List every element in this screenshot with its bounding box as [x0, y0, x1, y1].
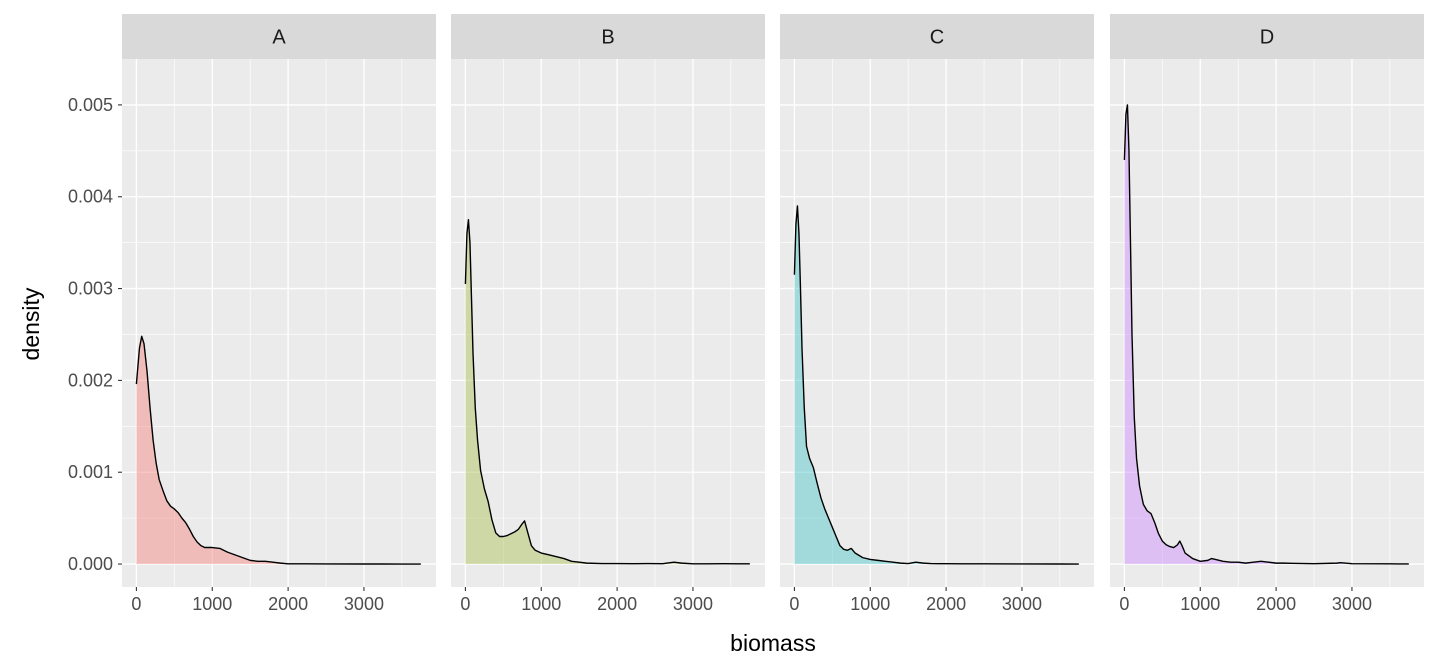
- facet-strip: [122, 14, 436, 59]
- facet-panel-d: D 0 1000 2000 3000: [1110, 14, 1424, 614]
- x-tick-label: 3000: [1002, 594, 1042, 614]
- density-line-a: [135, 335, 421, 565]
- y-axis: 0.000 0.001 0.002 0.003 0.004 0.005: [68, 95, 122, 574]
- facet-strip: [1110, 14, 1424, 59]
- y-tick-label: 0.000: [68, 554, 113, 574]
- x-tick-label: 1000: [521, 594, 561, 614]
- density-area-a: [136, 336, 421, 565]
- facet-strip-label: B: [601, 27, 614, 49]
- panel-background: [1110, 59, 1424, 587]
- x-tick-label: 3000: [344, 594, 384, 614]
- density-line-b: [464, 219, 750, 565]
- x-tick-label: 1000: [1180, 594, 1220, 614]
- density-area-c: [794, 205, 1079, 565]
- x-tick-label: 1000: [850, 594, 890, 614]
- x-tick-label: 0: [131, 594, 141, 614]
- x-tick-label: 3000: [673, 594, 713, 614]
- x-tick-label: 0: [789, 594, 799, 614]
- facet-strip-label: A: [272, 27, 286, 49]
- x-tick-label: 0: [460, 594, 470, 614]
- y-tick-label: 0.003: [68, 279, 113, 299]
- facet-strip-label: D: [1260, 27, 1274, 49]
- facet-panel-b: B 0 1000 2000 3000: [451, 14, 765, 614]
- density-line-c: [793, 205, 1079, 565]
- x-tick-label: 2000: [926, 594, 966, 614]
- x-tick-label: 3000: [1332, 594, 1372, 614]
- facet-strip: [451, 14, 765, 59]
- x-tick-label: 2000: [597, 594, 637, 614]
- y-tick-label: 0.002: [68, 370, 113, 390]
- x-tick-label: 2000: [1256, 594, 1296, 614]
- facet-strip: [780, 14, 1094, 59]
- facet-panel-a: A 0 1000 2000 3000: [122, 14, 436, 614]
- y-tick-label: 0.005: [68, 95, 113, 115]
- y-tick-label: 0.004: [68, 187, 113, 207]
- panel-background: [451, 59, 765, 587]
- x-axis-title: biomass: [730, 630, 816, 656]
- y-axis-title: density: [18, 287, 44, 360]
- x-tick-label: 1000: [192, 594, 232, 614]
- facet-panel-c: C 0 1000 2000 3000: [780, 14, 1094, 614]
- facet-strip-label: C: [930, 27, 944, 49]
- y-tick-label: 0.001: [68, 462, 113, 482]
- x-tick-label: 0: [1119, 594, 1129, 614]
- panels: A 0 1000 2000 3000 B 0 1000 2000 3000 C 0 1000 2000 30…: [122, 14, 1424, 614]
- density-area-b: [465, 219, 750, 565]
- x-tick-label: 2000: [268, 594, 308, 614]
- density-line-d: [1123, 104, 1409, 565]
- panel-background: [780, 59, 1094, 587]
